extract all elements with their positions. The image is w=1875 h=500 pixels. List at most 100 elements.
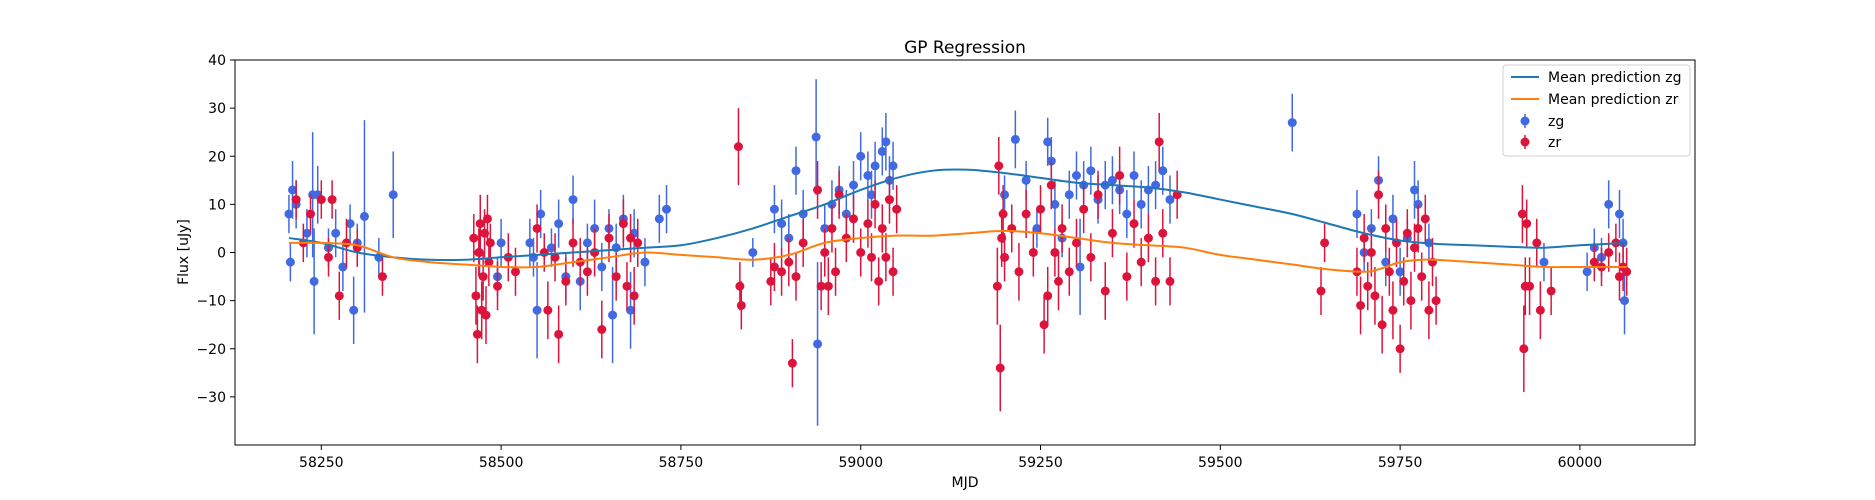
zg-point-10	[338, 262, 348, 272]
zr-point-53	[813, 185, 823, 195]
zr-point-124	[1410, 243, 1420, 253]
zr-point-137	[1535, 305, 1545, 315]
zr-point-10	[469, 233, 479, 243]
zg-point-29	[582, 238, 592, 248]
zr-point-123	[1406, 296, 1416, 306]
zr-point-92	[1086, 252, 1096, 262]
zg-point-20	[525, 238, 535, 248]
zr-point-121	[1399, 276, 1409, 286]
zg-point-53	[849, 180, 859, 190]
zg-point-19	[496, 238, 506, 248]
zr-point-16	[478, 272, 488, 282]
zr-point-141	[1604, 248, 1614, 257]
zr-point-125	[1413, 223, 1423, 233]
zg-point-86	[1287, 118, 1297, 128]
zg-point-68	[1050, 199, 1060, 209]
zr-point-18	[481, 310, 491, 320]
x-tick-label-58250: 58250	[299, 455, 344, 471]
line-mean-prediction-zg	[288, 168, 1627, 262]
zr-point-25	[532, 223, 542, 233]
zr-point-33	[582, 267, 592, 277]
zr-point-24	[510, 267, 520, 277]
zr-point-46	[766, 276, 776, 286]
zr-point-9	[377, 272, 387, 282]
zg-point-62	[1000, 190, 1010, 200]
x-tick-label-59250: 59250	[1018, 455, 1063, 471]
zr-point-99	[1136, 257, 1146, 267]
zr-point-98	[1129, 219, 1139, 229]
zr-point-96	[1115, 171, 1125, 180]
zg-point-91	[1381, 257, 1391, 267]
x-tick-label-59500: 59500	[1198, 455, 1243, 471]
legend-label-zg: zg	[1548, 114, 1564, 130]
zr-point-118	[1388, 305, 1398, 315]
zr-point-81	[1028, 248, 1038, 257]
zr-point-39	[622, 281, 632, 291]
legend-zg-marker	[1520, 114, 1530, 128]
zg-point-6	[309, 276, 319, 286]
zg-point-87	[1352, 209, 1362, 219]
zr-point-13	[474, 248, 484, 257]
x-tick-label-58500: 58500	[479, 455, 524, 471]
zr-point-73	[994, 161, 1004, 171]
zg-point-27	[568, 195, 578, 205]
series-zg	[284, 79, 1630, 426]
series-zr	[291, 108, 1632, 412]
zr-point-134	[1522, 219, 1532, 229]
zg-point-0	[284, 209, 294, 219]
zr-point-83	[1039, 320, 1049, 330]
zr-point-2	[306, 209, 316, 219]
zg-point-72	[1075, 262, 1085, 272]
zg-point-31	[597, 262, 607, 272]
zr-point-54	[816, 281, 826, 291]
zr-point-85	[1046, 180, 1056, 190]
zr-point-49	[784, 257, 794, 267]
zr-point-93	[1093, 190, 1103, 200]
zr-point-22	[493, 281, 503, 291]
zg-point-47	[811, 132, 821, 142]
zr-point-86	[1050, 248, 1060, 257]
zg-point-4	[302, 228, 312, 238]
zr-point-131	[1517, 209, 1527, 219]
zg-point-25	[554, 219, 564, 229]
zr-point-84	[1043, 291, 1053, 301]
zr-point-106	[1316, 286, 1326, 296]
zr-point-71	[892, 204, 902, 214]
zr-point-91	[1079, 204, 1089, 214]
zr-point-74	[995, 363, 1005, 373]
y-tick-label-0: 0	[217, 246, 226, 262]
zg-point-39	[654, 214, 664, 224]
zr-point-90	[1071, 238, 1081, 248]
zr-point-26	[539, 248, 549, 257]
y-tick-label--20: −20	[196, 342, 226, 358]
zr-point-136	[1532, 238, 1542, 248]
zg-point-81	[1136, 199, 1146, 209]
x-tick-label-59000: 59000	[838, 455, 883, 471]
zr-point-117	[1384, 267, 1394, 277]
zr-point-48	[777, 267, 787, 277]
zr-point-0	[291, 195, 301, 205]
zg-point-54	[856, 151, 866, 161]
zr-point-109	[1356, 300, 1366, 310]
zg-point-66	[1043, 137, 1053, 147]
zr-point-104	[1165, 276, 1175, 286]
legend-box	[1502, 64, 1691, 157]
legend-label-zr: zr	[1548, 135, 1561, 151]
zr-point-87	[1053, 276, 1063, 286]
zr-point-12	[472, 329, 482, 339]
legend: Mean prediction zg Mean prediction zr zg…	[1502, 64, 1691, 157]
zr-point-42	[633, 238, 643, 248]
zr-point-110	[1359, 233, 1369, 243]
zr-point-102	[1154, 137, 1164, 147]
zr-point-103	[1158, 228, 1168, 238]
zr-point-37	[611, 272, 621, 282]
zr-point-64	[867, 252, 877, 262]
zr-point-69	[884, 195, 894, 205]
y-tick-label-20: 20	[208, 149, 226, 165]
zg-point-95	[1410, 185, 1420, 195]
zg-point-103	[1614, 209, 1624, 219]
zg-point-92	[1388, 214, 1398, 224]
zg-point-48	[813, 339, 823, 349]
zg-point-57	[870, 161, 880, 171]
